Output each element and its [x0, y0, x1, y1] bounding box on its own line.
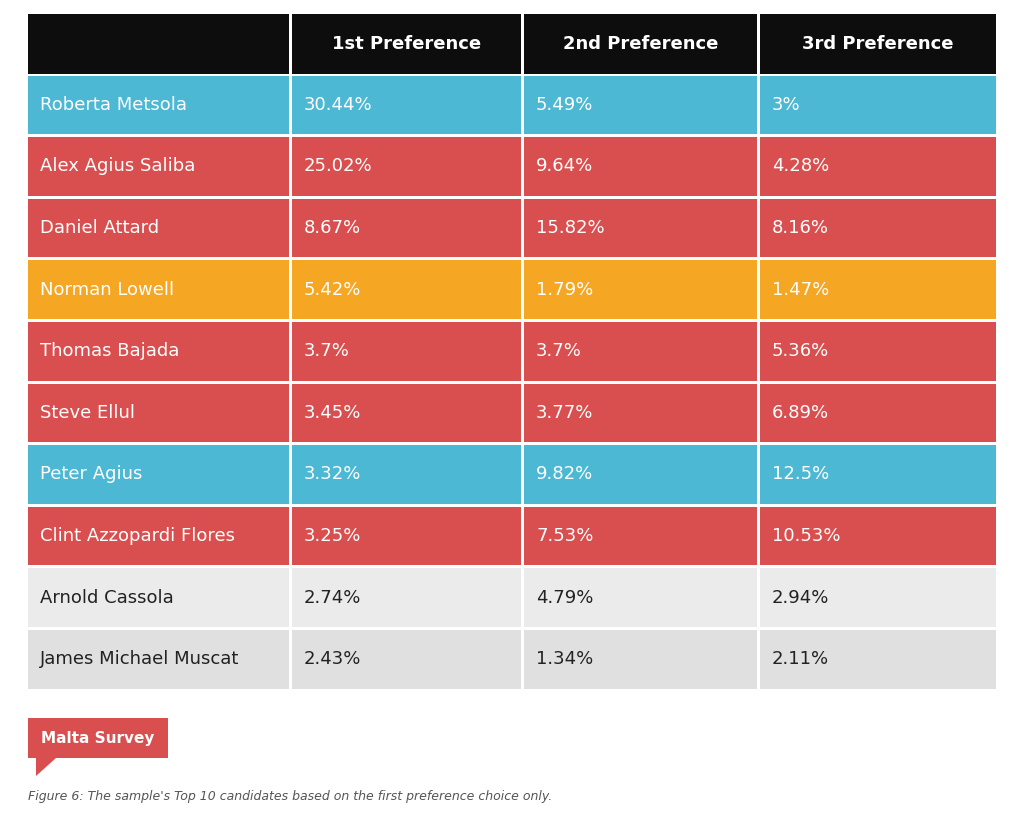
Bar: [28, 137, 289, 196]
Bar: [292, 383, 521, 442]
Text: 9.64%: 9.64%: [536, 157, 593, 176]
Bar: [524, 322, 757, 381]
Bar: [28, 568, 289, 627]
Text: 9.82%: 9.82%: [536, 466, 593, 483]
Bar: [760, 506, 996, 566]
Bar: [760, 445, 996, 504]
Text: Norman Lowell: Norman Lowell: [40, 281, 174, 298]
Text: Figure 6: The sample's Top 10 candidates based on the first preference choice on: Figure 6: The sample's Top 10 candidates…: [28, 790, 552, 803]
Text: 2.11%: 2.11%: [772, 651, 829, 668]
Text: 15.82%: 15.82%: [536, 219, 604, 237]
Text: 1.47%: 1.47%: [772, 281, 829, 298]
Text: 3.32%: 3.32%: [304, 466, 361, 483]
Text: 6.89%: 6.89%: [772, 404, 829, 421]
Bar: [524, 137, 757, 196]
Bar: [28, 506, 289, 566]
Bar: [28, 383, 289, 442]
Text: 12.5%: 12.5%: [772, 466, 829, 483]
Bar: [292, 445, 521, 504]
Bar: [292, 199, 521, 257]
Bar: [28, 630, 289, 689]
Text: 8.16%: 8.16%: [772, 219, 829, 237]
Bar: [292, 76, 521, 134]
Text: 4.28%: 4.28%: [772, 157, 829, 176]
Bar: [292, 14, 521, 74]
Text: 3%: 3%: [772, 96, 801, 114]
Bar: [760, 568, 996, 627]
Text: 2nd Preference: 2nd Preference: [563, 35, 718, 53]
Bar: [760, 260, 996, 319]
Bar: [524, 76, 757, 134]
Bar: [292, 630, 521, 689]
Text: 3.77%: 3.77%: [536, 404, 593, 421]
Text: Malta Survey: Malta Survey: [41, 731, 155, 746]
Bar: [292, 568, 521, 627]
Bar: [760, 322, 996, 381]
Bar: [28, 76, 289, 134]
Bar: [28, 260, 289, 319]
Text: 3.45%: 3.45%: [304, 404, 361, 421]
Text: 2.43%: 2.43%: [304, 651, 361, 668]
Text: 5.42%: 5.42%: [304, 281, 361, 298]
Bar: [292, 137, 521, 196]
Bar: [28, 14, 289, 74]
Bar: [28, 718, 168, 758]
Text: 4.79%: 4.79%: [536, 589, 593, 606]
Text: 10.53%: 10.53%: [772, 527, 841, 545]
Text: 3.7%: 3.7%: [304, 342, 350, 360]
Bar: [28, 322, 289, 381]
Text: 1.79%: 1.79%: [536, 281, 593, 298]
Bar: [292, 322, 521, 381]
Text: Steve Ellul: Steve Ellul: [40, 404, 135, 421]
Text: James Michael Muscat: James Michael Muscat: [40, 651, 240, 668]
Text: 2.74%: 2.74%: [304, 589, 361, 606]
Text: Peter Agius: Peter Agius: [40, 466, 142, 483]
Bar: [292, 506, 521, 566]
Text: Clint Azzopardi Flores: Clint Azzopardi Flores: [40, 527, 234, 545]
Text: 8.67%: 8.67%: [304, 219, 361, 237]
Bar: [760, 383, 996, 442]
Bar: [524, 568, 757, 627]
Text: Roberta Metsola: Roberta Metsola: [40, 96, 187, 114]
Text: 2.94%: 2.94%: [772, 589, 829, 606]
Bar: [524, 383, 757, 442]
Text: 5.36%: 5.36%: [772, 342, 829, 360]
Bar: [28, 199, 289, 257]
Bar: [760, 14, 996, 74]
Bar: [524, 506, 757, 566]
Text: 3rd Preference: 3rd Preference: [802, 35, 953, 53]
Text: 1st Preference: 1st Preference: [332, 35, 481, 53]
Bar: [292, 260, 521, 319]
Bar: [524, 630, 757, 689]
Polygon shape: [36, 758, 56, 776]
Text: Alex Agius Saliba: Alex Agius Saliba: [40, 157, 196, 176]
Bar: [524, 260, 757, 319]
Bar: [760, 199, 996, 257]
Bar: [760, 76, 996, 134]
Text: 3.7%: 3.7%: [536, 342, 582, 360]
Text: Daniel Attard: Daniel Attard: [40, 219, 159, 237]
Text: 7.53%: 7.53%: [536, 527, 593, 545]
Text: 5.49%: 5.49%: [536, 96, 593, 114]
Text: Thomas Bajada: Thomas Bajada: [40, 342, 179, 360]
Bar: [524, 14, 757, 74]
Bar: [524, 445, 757, 504]
Bar: [524, 199, 757, 257]
Bar: [760, 137, 996, 196]
Text: 30.44%: 30.44%: [304, 96, 373, 114]
Text: 3.25%: 3.25%: [304, 527, 361, 545]
Text: 1.34%: 1.34%: [536, 651, 593, 668]
Text: Arnold Cassola: Arnold Cassola: [40, 589, 174, 606]
Text: 25.02%: 25.02%: [304, 157, 373, 176]
Bar: [28, 445, 289, 504]
Bar: [760, 630, 996, 689]
